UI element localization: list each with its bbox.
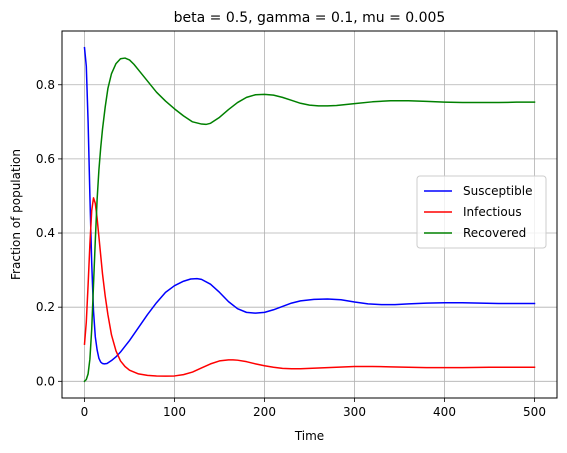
legend: Susceptible Infectious Recovered <box>416 175 547 249</box>
series-line-infectious <box>83 197 536 377</box>
x-tick-label: 100 <box>163 405 186 419</box>
plot-frame <box>61 30 558 399</box>
y-axis-label: Fraction of population <box>9 149 23 280</box>
legend-label-recovered: Recovered <box>463 226 526 240</box>
y-tick-label: 0.2 <box>36 300 55 314</box>
series-line-recovered <box>83 57 536 383</box>
x-tick-label: 200 <box>253 405 276 419</box>
legend-box <box>416 175 547 249</box>
x-tick-label: 0 <box>81 405 89 419</box>
grid <box>62 31 557 398</box>
x-axis-label: Time <box>294 429 324 443</box>
y-tick-label: 0.0 <box>36 374 55 388</box>
series-lines <box>83 46 536 383</box>
chart-title: beta = 0.5, gamma = 0.1, mu = 0.005 <box>174 10 446 26</box>
y-tick-label: 0.8 <box>36 78 55 92</box>
y-axis-ticks: 0.0 0.2 0.4 0.6 0.8 <box>36 78 62 388</box>
x-tick-label: 300 <box>343 405 366 419</box>
series-line-susceptible <box>83 46 536 365</box>
x-axis-ticks: 0 100 200 300 400 500 <box>81 398 546 419</box>
x-tick-label: 400 <box>433 405 456 419</box>
y-tick-label: 0.4 <box>36 226 55 240</box>
y-tick-label: 0.6 <box>36 152 55 166</box>
legend-label-infectious: Infectious <box>463 205 522 219</box>
x-tick-label: 500 <box>523 405 546 419</box>
legend-label-susceptible: Susceptible <box>463 184 532 198</box>
